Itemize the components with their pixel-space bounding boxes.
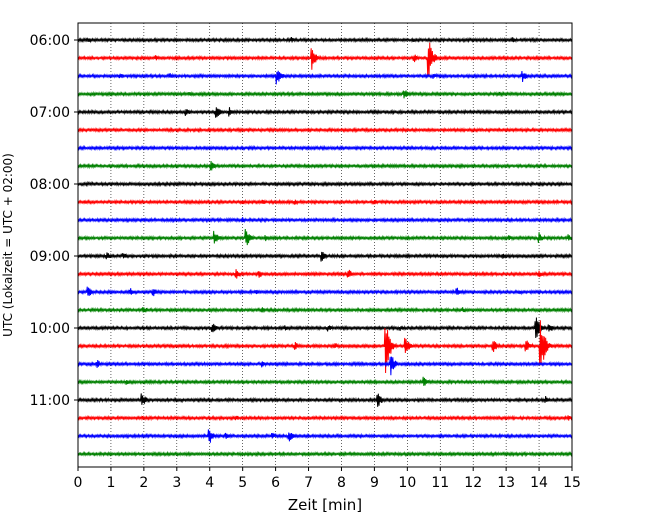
x-tick-label: 10	[398, 475, 416, 491]
x-tick-label: 1	[106, 475, 115, 491]
y-tick-label: 08:00	[30, 177, 70, 193]
plot-frame	[77, 22, 573, 468]
x-axis-label: Zeit [min]	[288, 496, 362, 514]
trace-line-0900	[77, 251, 573, 262]
trace-line-0615	[77, 42, 573, 77]
trace-line-0730	[77, 144, 573, 152]
trace-line-0700	[77, 107, 573, 118]
trace-line-1015	[77, 320, 573, 373]
trace-line-0845	[77, 229, 573, 246]
trace-line-1100	[77, 393, 573, 407]
x-tick-label: 13	[497, 475, 515, 491]
y-tick-label: 11:00	[30, 393, 70, 409]
trace-line-0715	[77, 126, 573, 134]
trace-line-0800	[77, 180, 573, 188]
y-tick-label: 06:00	[30, 33, 70, 49]
trace-line-1030	[77, 356, 573, 376]
x-tick-label: 5	[238, 475, 247, 491]
trace-line-0645	[77, 90, 573, 99]
x-tick-label: 0	[74, 475, 83, 491]
x-axis-ticks: 0 1 2 3 4 5 6 7 8 9 10 11 12 13 14 15	[74, 467, 581, 491]
trace-layer	[77, 36, 573, 458]
trace-line-1130	[77, 429, 573, 443]
x-tick-label: 14	[530, 475, 548, 491]
y-tick-label: 09:00	[30, 249, 70, 265]
trace-line-0815	[77, 198, 573, 206]
y-axis-ticks: 06:00 07:00 08:00 09:00 10:00 11:00	[30, 33, 78, 409]
x-tick-label: 9	[370, 475, 379, 491]
y-tick-label: 10:00	[30, 321, 70, 337]
trace-line-0945	[77, 306, 573, 314]
trace-line-0915	[77, 269, 573, 279]
x-tick-label: 4	[205, 475, 214, 491]
y-axis-label: UTC (Lokalzeit = UTC + 02:00)	[1, 153, 15, 337]
trace-line-0630	[77, 70, 573, 85]
trace-line-0930	[77, 286, 573, 297]
x-tick-label: 8	[337, 475, 346, 491]
trace-line-1000	[77, 317, 573, 338]
y-tick-label: 07:00	[30, 105, 70, 121]
x-tick-label: 6	[271, 475, 280, 491]
x-tick-label: 11	[431, 475, 449, 491]
trace-line-1115	[77, 414, 573, 422]
x-tick-label: 2	[139, 475, 148, 491]
x-tick-label: 7	[304, 475, 313, 491]
x-tick-label: 12	[464, 475, 482, 491]
trace-line-0830	[77, 216, 573, 224]
trace-line-1145	[77, 450, 573, 458]
grid-layer	[110, 23, 540, 467]
x-tick-label: 15	[563, 475, 581, 491]
trace-line-0600	[77, 36, 573, 44]
trace-line-0745	[77, 160, 573, 171]
trace-line-1045	[77, 376, 573, 386]
x-tick-label: 3	[172, 475, 181, 491]
